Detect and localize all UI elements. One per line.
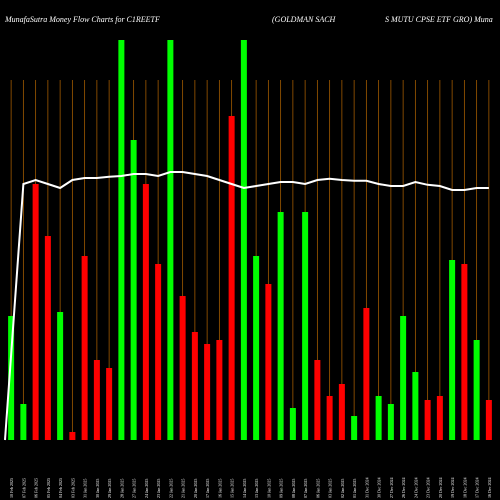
x-tick-label: 24 Jan 2025 (144, 479, 149, 498)
bar-up (375, 396, 382, 440)
bar-down (142, 184, 149, 440)
x-tick-label: 31 Dec 2024 (364, 478, 369, 498)
bar-up (351, 416, 358, 440)
bar-down (81, 256, 88, 440)
x-tick-label: 30 Jan 2025 (95, 479, 100, 498)
bar-down (485, 400, 492, 440)
money-flow-line (4, 171, 489, 441)
x-tick-label: 20 Dec 2024 (438, 478, 443, 498)
bar-down (32, 184, 39, 440)
bar-down (69, 432, 76, 440)
x-tick-label: 16 Dec 2024 (487, 478, 492, 498)
x-tick-label: 23 Dec 2024 (426, 478, 431, 498)
bar-down (179, 296, 186, 440)
x-tick-label: 05 Feb 2025 (46, 478, 51, 498)
x-tick-label: 03 Jan 2025 (328, 479, 333, 498)
bar-up (57, 312, 64, 440)
x-tick-label: 20 Jan 2025 (193, 479, 198, 498)
x-axis-labels: 10 Feb 2025 07 Feb 2025 06 Feb 2025 05 Feb … (9, 478, 492, 498)
x-tick-label: 13 Jan 2025 (254, 479, 259, 498)
x-tick-label: 27 Dec 2024 (389, 478, 394, 498)
bar-down (106, 368, 113, 440)
x-tick-label: 16 Jan 2025 (217, 479, 222, 498)
x-tick-label: 01 Jan 2025 (352, 479, 357, 498)
x-tick-label: 14 Jan 2025 (242, 479, 247, 498)
bar-down (314, 360, 321, 440)
x-tick-label: 27 Jan 2025 (132, 479, 137, 498)
x-tick-label: 03 Feb 2025 (70, 478, 75, 498)
bar-down (363, 308, 370, 440)
x-tick-label: 02 Jan 2025 (340, 479, 345, 498)
bar-up (130, 140, 137, 440)
bar-up (253, 256, 260, 440)
bar-down (265, 284, 272, 440)
x-tick-label: 21 Jan 2025 (181, 479, 186, 498)
chart-title-right: S MUTU CPSE ETF GRO) Muna (385, 15, 493, 24)
bar-down (93, 360, 100, 440)
bar-up (449, 260, 456, 440)
bar-down (204, 344, 211, 440)
bar-down (436, 396, 443, 440)
x-tick-label: 10 Jan 2025 (266, 479, 271, 498)
x-tick-label: 06 Feb 2025 (34, 478, 39, 498)
x-tick-label: 09 Jan 2025 (279, 479, 284, 498)
bar-down (44, 236, 51, 440)
x-tick-label: 30 Dec 2024 (377, 478, 382, 498)
x-tick-label: 17 Jan 2025 (205, 479, 210, 498)
bar-down (191, 332, 198, 440)
x-tick-label: 29 Jan 2025 (107, 479, 112, 498)
bar-down (461, 264, 468, 440)
x-tick-label: 18 Dec 2024 (462, 478, 467, 498)
chart-title-center: (GOLDMAN SACH (272, 15, 337, 24)
bar-up (118, 40, 125, 440)
bar-down (326, 396, 333, 440)
x-tick-label: 31 Jan 2025 (83, 479, 88, 498)
x-tick-label: 22 Jan 2025 (168, 479, 173, 498)
x-tick-label: 19 Dec 2024 (450, 478, 455, 498)
bar-up (289, 408, 296, 440)
bar-up (400, 316, 407, 440)
x-tick-label: 07 Feb 2025 (21, 478, 26, 498)
chart-title-left: MunafaSutra Money Flow Charts for C1REET… (4, 15, 160, 24)
x-tick-label: 06 Jan 2025 (315, 479, 320, 498)
x-tick-label: 26 Dec 2024 (401, 478, 406, 498)
x-tick-label: 24 Dec 2024 (413, 478, 418, 498)
bar-down (155, 264, 162, 440)
bar-up (20, 404, 27, 440)
x-tick-label: 07 Jan 2025 (303, 479, 308, 498)
bar-up (412, 372, 419, 440)
bar-up (473, 340, 480, 440)
bar-up (8, 316, 15, 440)
bar-down (228, 116, 235, 440)
x-tick-label: 17 Dec 2024 (475, 478, 480, 498)
bar-down (216, 340, 223, 440)
bar-down (424, 400, 431, 440)
bar-up (277, 212, 284, 440)
bar-series (8, 40, 492, 440)
bar-up (387, 404, 394, 440)
bar-up (240, 40, 247, 440)
bar-up (167, 40, 174, 440)
x-tick-label: 28 Jan 2025 (119, 479, 124, 498)
x-tick-label: 23 Jan 2025 (156, 479, 161, 498)
x-tick-label: 15 Jan 2025 (230, 479, 235, 498)
bar-up (302, 212, 309, 440)
x-tick-label: 10 Feb 2025 (9, 478, 14, 498)
bar-down (338, 384, 345, 440)
x-tick-label: 08 Jan 2025 (291, 479, 296, 498)
x-tick-label: 04 Feb 2025 (58, 478, 63, 498)
